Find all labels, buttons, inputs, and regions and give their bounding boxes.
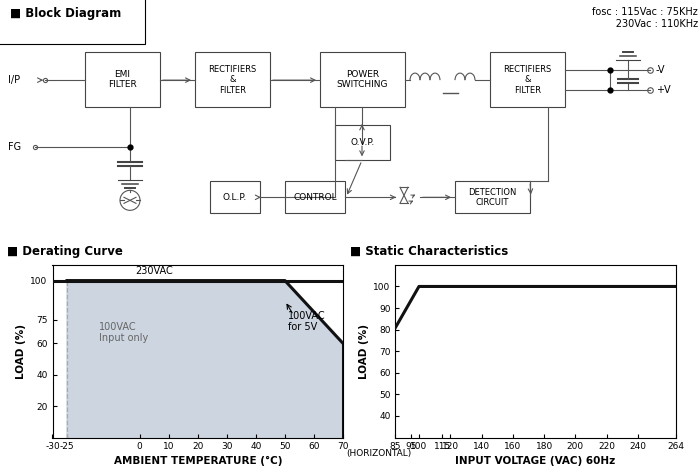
Text: RECTIFIERS
&
FILTER: RECTIFIERS & FILTER bbox=[503, 65, 552, 95]
Circle shape bbox=[120, 190, 140, 210]
Bar bbox=[455, 181, 530, 213]
Text: (HORIZONTAL): (HORIZONTAL) bbox=[346, 448, 411, 457]
Text: RECTIFIERS
&
FILTER: RECTIFIERS & FILTER bbox=[209, 65, 257, 95]
X-axis label: AMBIENT TEMPERATURE (°C): AMBIENT TEMPERATURE (°C) bbox=[113, 455, 282, 465]
Text: 100VAC
for 5V: 100VAC for 5V bbox=[288, 311, 326, 332]
Text: ■ Derating Curve: ■ Derating Curve bbox=[7, 245, 123, 258]
Bar bbox=[490, 52, 565, 107]
Text: I/P: I/P bbox=[8, 75, 20, 85]
Text: CONTROL: CONTROL bbox=[293, 193, 337, 202]
Bar bbox=[195, 52, 270, 107]
Text: +V: +V bbox=[656, 85, 671, 95]
Bar bbox=[335, 125, 390, 160]
Y-axis label: LOAD (%): LOAD (%) bbox=[359, 324, 369, 379]
Bar bbox=[85, 52, 160, 107]
Text: fosc : 115Vac : 75KHz
              230Vac : 110KHz: fosc : 115Vac : 75KHz 230Vac : 110KHz bbox=[572, 7, 698, 28]
Text: FG: FG bbox=[8, 142, 21, 152]
Text: ■ Static Characteristics: ■ Static Characteristics bbox=[350, 245, 508, 258]
Y-axis label: LOAD (%): LOAD (%) bbox=[16, 324, 26, 379]
Text: DETECTION
CIRCUIT: DETECTION CIRCUIT bbox=[468, 188, 517, 207]
Bar bbox=[320, 52, 405, 107]
Text: O.V.P.: O.V.P. bbox=[351, 138, 374, 147]
Bar bbox=[210, 181, 260, 213]
Text: EMI
FILTER: EMI FILTER bbox=[108, 70, 137, 89]
Polygon shape bbox=[67, 280, 343, 438]
X-axis label: INPUT VOLTAGE (VAC) 60Hz: INPUT VOLTAGE (VAC) 60Hz bbox=[456, 455, 615, 465]
Text: O.L.P.: O.L.P. bbox=[223, 193, 247, 202]
Text: 230VAC: 230VAC bbox=[135, 266, 173, 276]
Bar bbox=[285, 181, 345, 213]
Text: POWER
SWITCHING: POWER SWITCHING bbox=[337, 70, 389, 89]
Text: -V: -V bbox=[656, 65, 666, 75]
Text: ■ Block Diagram: ■ Block Diagram bbox=[10, 7, 121, 20]
Text: 100VAC
Input only: 100VAC Input only bbox=[99, 322, 148, 343]
